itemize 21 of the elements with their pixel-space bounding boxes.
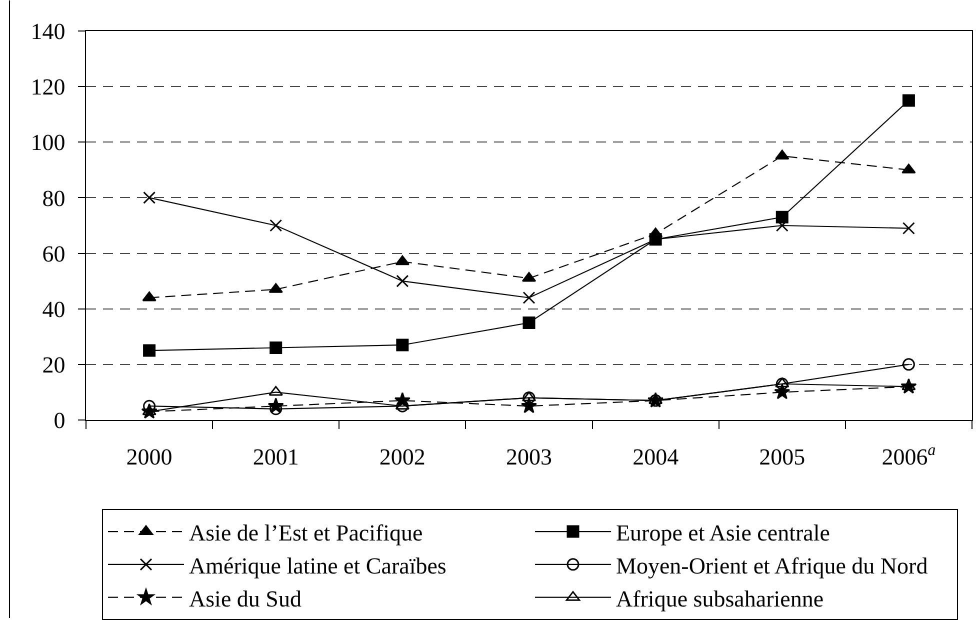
y-tick-label: 60: [42, 241, 66, 266]
x-tick-label: 2003: [506, 444, 552, 470]
y-tick-label: 0: [54, 408, 66, 434]
y-tick-label: 100: [30, 130, 66, 156]
y-tick-label: 120: [30, 74, 66, 100]
y-tick-label: 140: [30, 19, 66, 44]
x-tick-label: 2004: [632, 444, 680, 470]
legend-label: Europe et Asie centrale: [616, 520, 830, 546]
y-tick-label: 80: [42, 186, 66, 211]
x-tick-label: 2000: [126, 444, 172, 470]
legend-label: Asie de l’Est et Pacifique: [189, 520, 423, 546]
legend-label: Moyen-Orient et Afrique du Nord: [616, 553, 928, 578]
x-tick-label: 2006$^{a}$: [882, 442, 936, 470]
x-tick-label: 2002: [379, 444, 426, 470]
y-tick-label: 20: [42, 352, 66, 378]
legend-label: Amérique latine et Caraïbes: [189, 553, 446, 578]
legend-label: Afrique subsaharienne: [616, 586, 824, 612]
legend-label: Asie du Sud: [189, 586, 302, 612]
x-tick-label: 2005: [759, 444, 806, 470]
x-tick-label: 2001: [252, 444, 299, 470]
y-tick-label: 40: [42, 296, 66, 322]
